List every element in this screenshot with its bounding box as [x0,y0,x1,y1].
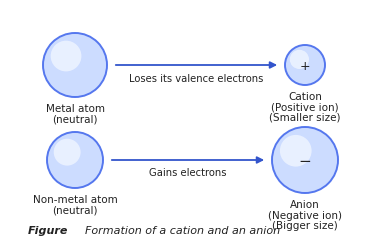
Circle shape [285,46,325,86]
Circle shape [280,136,312,167]
Text: Figure: Figure [28,225,68,235]
Circle shape [290,50,309,70]
Text: Non-metal atom: Non-metal atom [33,194,117,204]
Text: (Negative ion): (Negative ion) [268,210,342,220]
Text: −: − [299,153,311,168]
Text: Formation of a cation and an anion: Formation of a cation and an anion [85,225,280,235]
Text: Metal atom: Metal atom [45,104,105,114]
Circle shape [51,42,81,72]
Text: (neutral): (neutral) [52,114,98,124]
Text: Anion: Anion [290,199,320,209]
Text: +: + [300,59,310,72]
Circle shape [43,34,107,98]
Text: Cation: Cation [288,92,322,102]
Circle shape [272,128,338,193]
Text: (neutral): (neutral) [52,205,98,215]
Circle shape [54,139,80,166]
Text: Loses its valence electrons: Loses its valence electrons [129,74,264,84]
Text: (Bigger size): (Bigger size) [272,220,338,230]
Text: (Smaller size): (Smaller size) [269,112,341,122]
Text: Gains electrons: Gains electrons [149,167,227,177]
Circle shape [47,132,103,188]
Text: (Positive ion): (Positive ion) [271,102,339,113]
